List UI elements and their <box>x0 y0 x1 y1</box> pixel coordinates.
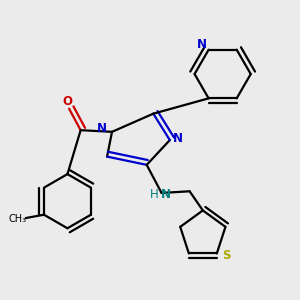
Text: O: O <box>62 95 72 108</box>
Text: H: H <box>150 188 159 201</box>
Text: N: N <box>173 132 183 145</box>
Text: N: N <box>160 188 170 201</box>
Text: N: N <box>97 122 107 135</box>
Text: N: N <box>197 38 207 51</box>
Text: CH₃: CH₃ <box>8 214 27 224</box>
Text: S: S <box>222 249 230 262</box>
